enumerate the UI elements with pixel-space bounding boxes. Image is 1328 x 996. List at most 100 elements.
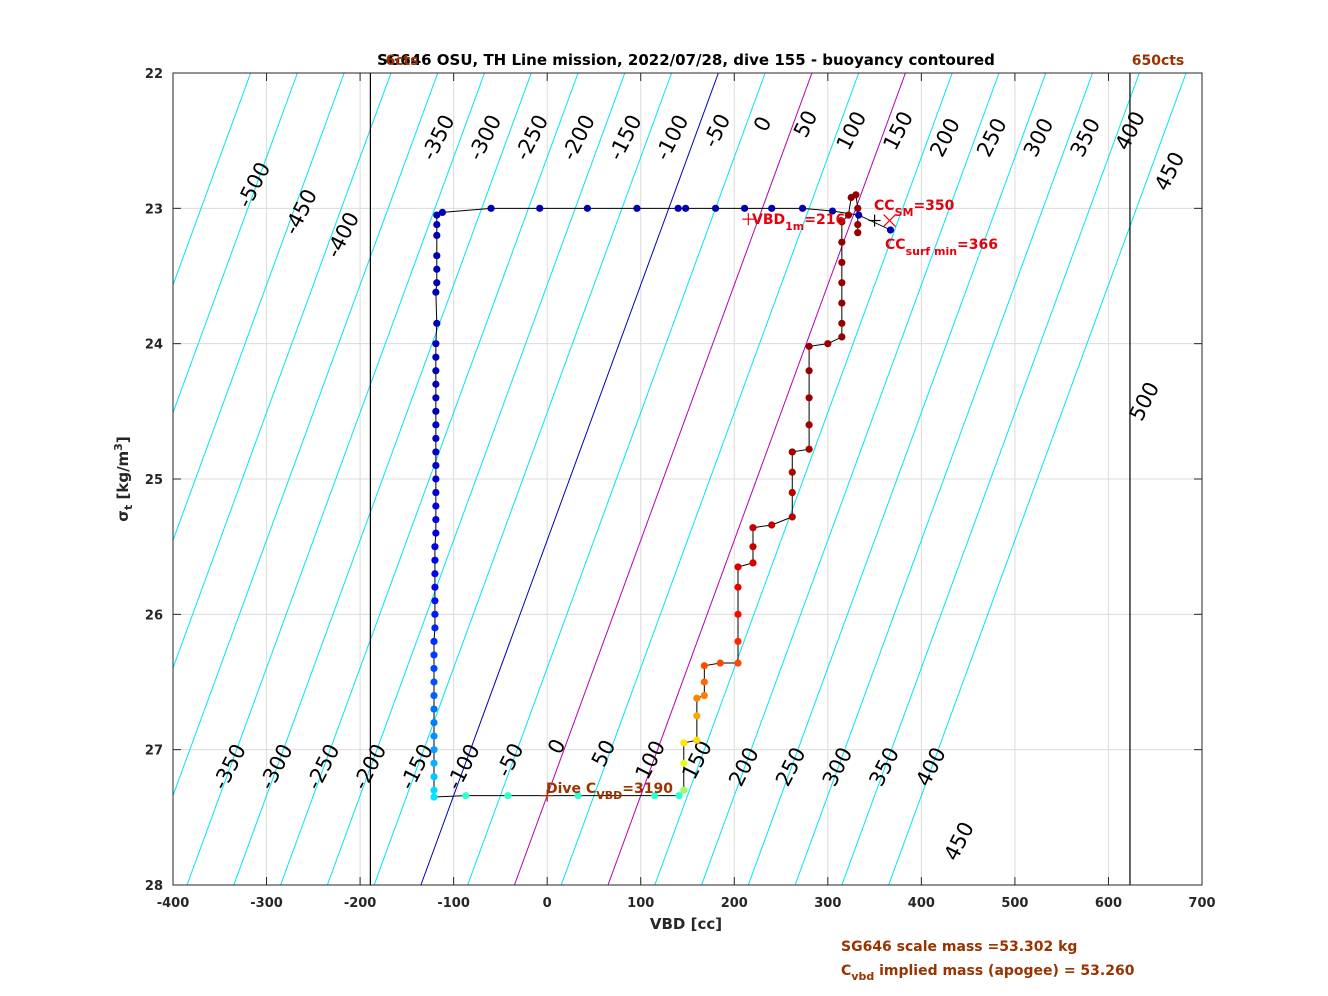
climb-point	[700, 662, 708, 670]
climb-point	[788, 468, 796, 476]
x-tick-label: 200	[721, 896, 748, 911]
descent-point	[430, 705, 438, 713]
descent-point	[430, 637, 438, 646]
climb-point	[734, 610, 742, 618]
y-tick-label: 25	[145, 473, 163, 488]
descent-point	[855, 211, 863, 219]
dive-c-vbd-annotation: Dive CVBD=3190	[546, 781, 673, 802]
climb-point	[700, 678, 708, 686]
x-tick-label: 300	[814, 896, 841, 911]
climb-point	[838, 279, 846, 287]
descent-point	[433, 319, 441, 327]
descent-point	[432, 434, 440, 442]
apogee-point	[504, 792, 512, 800]
climb-point	[838, 218, 846, 226]
descent-point	[433, 265, 441, 273]
x-tick-label: 600	[1095, 896, 1122, 911]
y-tick-label: 27	[145, 744, 163, 759]
y-tick-label: 24	[145, 338, 163, 353]
x-tick-label: -400	[157, 896, 190, 911]
climb-point	[693, 712, 701, 720]
scale-mass-note: SG646 scale mass =53.302 kg	[841, 939, 1077, 955]
x-axis: -400 -300 -200 -100 0 100 200 300 400 500 600 700	[157, 73, 1216, 911]
climb-point	[838, 299, 846, 307]
limit-label-max: 650cts	[1132, 53, 1185, 69]
contour-line	[173, 73, 298, 415]
climb-point	[716, 659, 724, 667]
descent-point	[633, 204, 641, 212]
climb-point	[852, 191, 860, 199]
x-tick-label: -200	[344, 896, 377, 911]
x-tick-label: 0	[543, 896, 552, 911]
descent-point	[682, 204, 690, 212]
descent-point	[536, 204, 544, 212]
contour-line	[841, 73, 1140, 885]
dive-points	[430, 191, 895, 801]
climb-point	[749, 524, 757, 532]
descent-point	[583, 204, 592, 212]
descent-point	[432, 288, 440, 296]
cc-sm-annotation: CCSM=350	[874, 198, 955, 219]
apogee-point	[651, 792, 659, 800]
x-marker-b	[883, 214, 896, 227]
y-tick-label: 28	[145, 879, 163, 894]
descent-point	[431, 597, 439, 605]
descent-point	[431, 570, 439, 578]
vbd-1m-annotation: VBD1m=216	[752, 212, 845, 233]
reference-markers	[541, 213, 896, 802]
descent-point	[430, 691, 438, 700]
apogee-point	[462, 792, 470, 800]
descent-point	[433, 279, 441, 287]
descent-point	[433, 220, 441, 229]
descent-point	[768, 204, 776, 212]
y-axis-title: σt [kg/m3]	[112, 436, 135, 521]
climb-point	[734, 583, 742, 591]
climb-point	[838, 258, 846, 267]
descent-point	[432, 475, 440, 483]
descent-point	[430, 719, 438, 727]
descent-point	[432, 461, 440, 470]
climb-point	[680, 786, 688, 794]
climb-point	[680, 739, 688, 747]
y-tick-label: 26	[145, 608, 163, 623]
descent-point	[430, 793, 438, 801]
descent-point	[740, 204, 749, 212]
x-axis-title: VBD [cc]	[650, 915, 722, 933]
descent-point	[886, 226, 895, 234]
descent-point	[430, 664, 438, 673]
climb-point	[734, 659, 742, 667]
climb-point	[693, 736, 701, 744]
climb-point	[768, 521, 776, 529]
contour-line	[173, 73, 439, 798]
climb-point	[749, 559, 757, 567]
descent-point	[432, 394, 440, 402]
descent-point	[432, 448, 440, 456]
limit-label-min: 6cts	[385, 53, 418, 69]
contour-line	[701, 73, 1000, 885]
climb-point	[693, 694, 701, 702]
climb-point	[805, 421, 813, 429]
descent-point	[433, 211, 441, 219]
descent-point	[432, 488, 440, 497]
descent-point	[431, 543, 439, 551]
descent-point	[438, 208, 447, 216]
climb-point	[854, 229, 862, 237]
descent-point	[432, 380, 440, 388]
descent-point	[430, 773, 438, 781]
apogee-point	[675, 792, 683, 800]
climb-point	[838, 238, 846, 246]
apogee-point	[574, 792, 582, 800]
contour-line	[747, 73, 1047, 885]
y-tick-label: 22	[145, 67, 163, 82]
climb-point	[805, 445, 813, 453]
climb-point	[824, 340, 832, 348]
climb-point	[788, 513, 796, 521]
descent-point	[430, 732, 438, 740]
descent-point	[430, 786, 438, 794]
climb-point	[788, 448, 796, 456]
x-tick-label: 700	[1188, 896, 1215, 911]
descent-point	[433, 231, 441, 239]
contour-line	[173, 73, 252, 287]
x-tick-label: -300	[250, 896, 283, 911]
